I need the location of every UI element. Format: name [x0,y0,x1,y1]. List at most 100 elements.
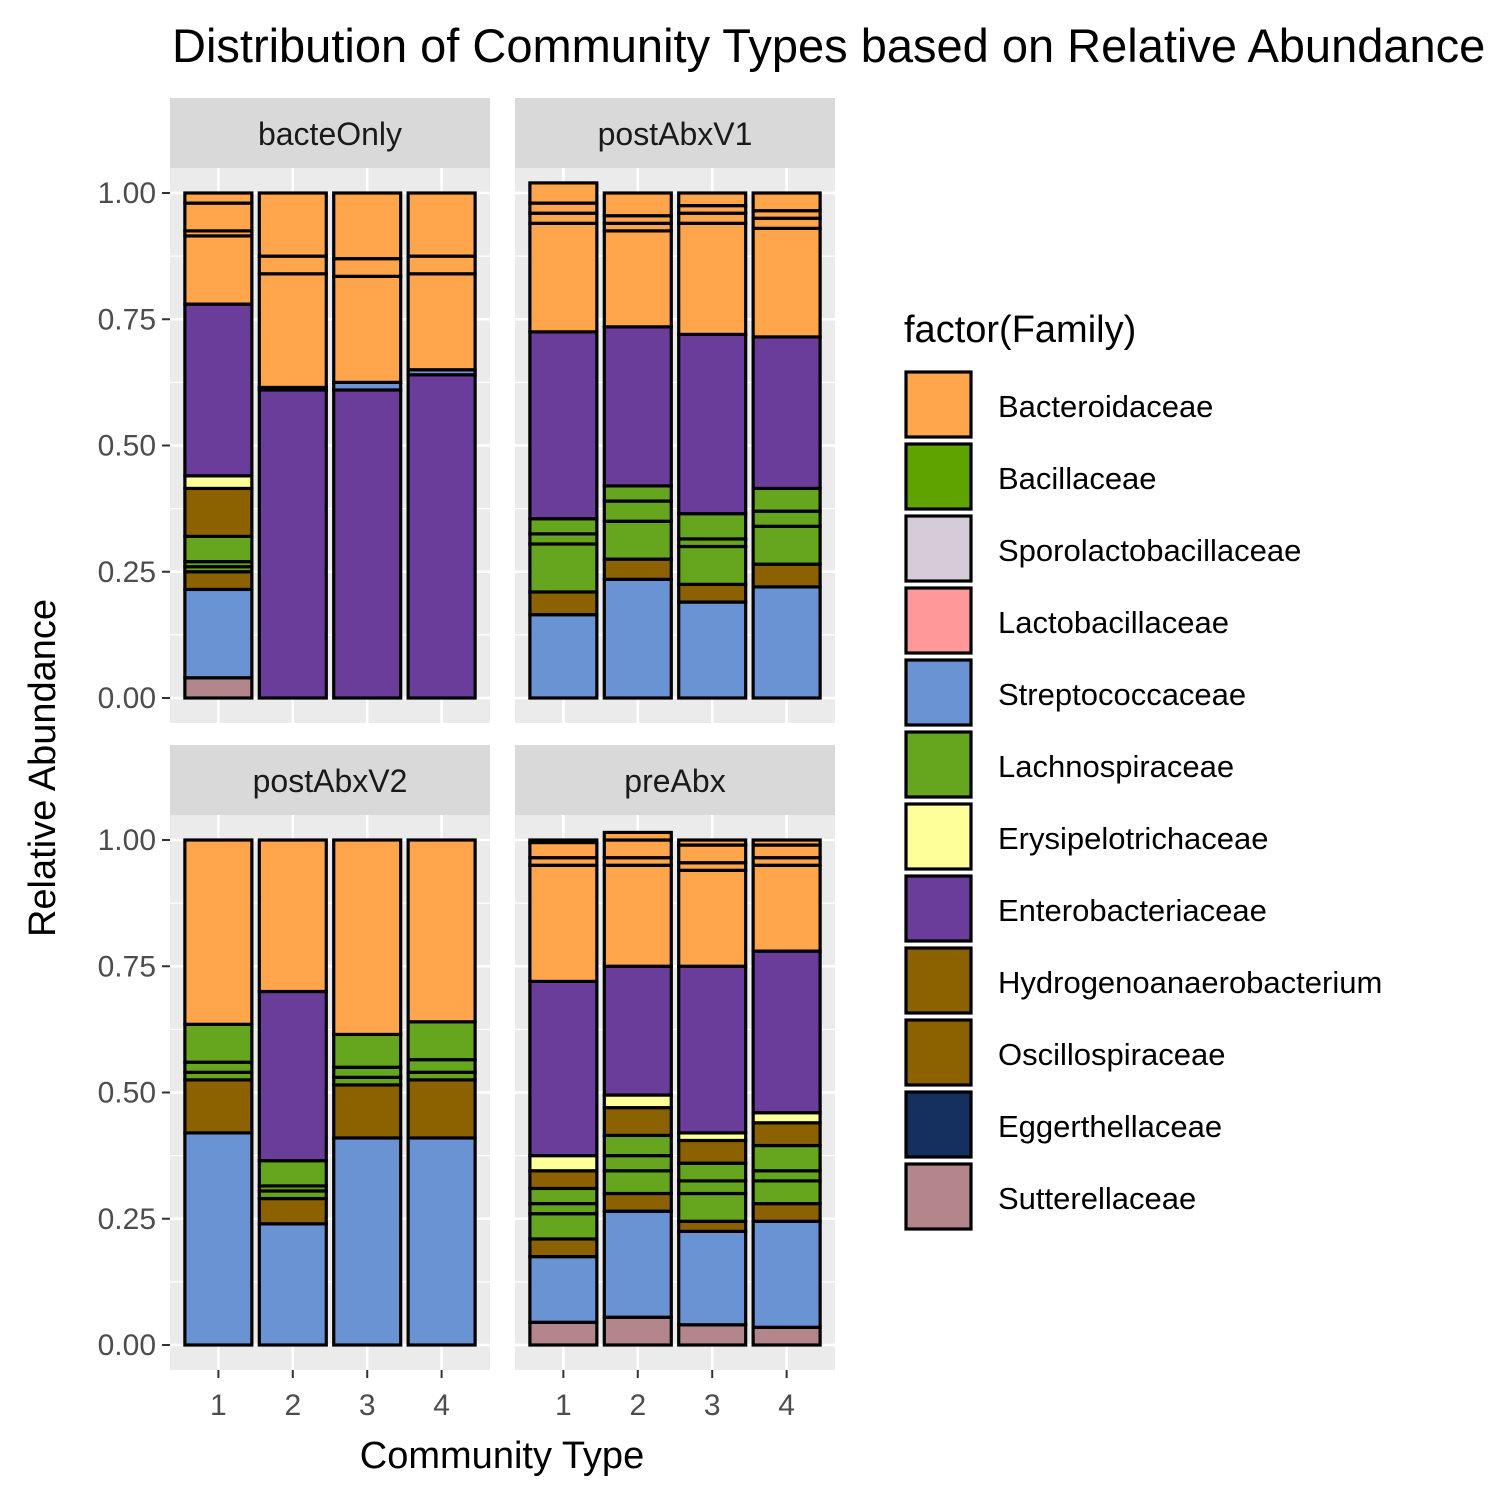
facet-panel-postAbxV1: postAbxV1 [515,98,835,723]
y-tick-label: 0.75 [98,303,156,336]
bar-segment [677,1179,748,1196]
bar-segment [257,388,328,700]
legend-swatch [904,802,973,871]
bar-segment [677,1229,748,1327]
bar-segment [528,330,599,521]
legend-label: Hydrogenoanaerobacterium [998,965,1382,1000]
bar-3 [332,191,403,700]
bar-segment [183,302,254,478]
bar-segment [528,838,599,845]
bar-segment [751,226,822,339]
legend-entry: Bacteroidaceae [904,370,1213,439]
bar-segment [257,191,328,258]
bar-segment [183,570,254,592]
y-tick-label: 0.50 [98,1077,156,1110]
bar-segment [677,1191,748,1223]
bar-segment [751,191,822,213]
bar-segment [528,542,599,594]
legend-entries: Bacteroidaceae Bacillaceae Sporolactobacil… [904,370,1382,1231]
facet-strip [170,98,490,168]
bar-segment [528,1237,599,1259]
bar-segment [677,512,748,541]
bar-4 [751,191,822,700]
bar-segment [528,613,599,700]
facet-strip-label: preAbx [624,763,725,799]
legend-swatch [904,1162,973,1231]
bar-2 [257,838,328,1347]
legend-swatch [904,514,973,583]
bar-segment [677,1138,748,1165]
bar-segment [528,181,599,205]
bar-segment [677,838,748,847]
bar-segment [751,585,822,700]
bar-segment [751,863,822,953]
x-tick-label: 3 [704,1389,721,1422]
bar-segment [677,582,748,604]
bar-segment [257,1159,328,1188]
bar-segment [406,1136,477,1347]
bar-segment [528,863,599,984]
bar-segment [751,486,822,513]
bar-segment [602,484,673,503]
bar-segment [257,989,328,1163]
bar-segment [528,1320,599,1347]
bar-segment [528,1212,599,1241]
bar-segment [332,274,403,384]
bar-segment [677,868,748,968]
legend-entry: Sutterellaceae [904,1162,1196,1231]
y-tick-label: 1.00 [98,824,156,857]
bar-segment [751,1179,822,1206]
bar-segment [677,600,748,700]
bar-1 [183,191,254,700]
legend-entry: Lactobacillaceae [904,586,1229,655]
bar-segment [406,191,477,258]
facet-panel-postAbxV2: postAbxV2 0.00 0.25 0.50 0.75 1.00 1 2 3 4 [98,745,490,1422]
bar-segment [332,1083,403,1140]
bar-segment [677,221,748,337]
bar-segment [602,325,673,488]
bar-2 [602,191,673,700]
bar-segment [677,332,748,516]
bar-segment [406,1020,477,1062]
bar-segment [528,590,599,617]
bar-segment [332,1136,403,1347]
legend-swatch [904,442,973,511]
legend-label: Sporolactobacillaceae [998,533,1301,568]
bar-segment [751,838,822,847]
legend-swatch [904,658,973,727]
chart-title: Distribution of Community Types based on… [172,19,1485,72]
legend-entry: Streptococcaceae [904,658,1246,727]
legend-label: Bacillaceae [998,461,1157,496]
x-tick-label: 1 [555,1389,572,1422]
bar-segment [183,1022,254,1064]
bar-1 [528,838,599,1347]
bar-4 [406,838,477,1347]
bar-3 [332,838,403,1347]
bar-segment [257,838,328,994]
bar-segment [332,838,403,1037]
bar-segment [183,1078,254,1135]
bar-segment [528,517,599,536]
bar-1 [183,838,254,1347]
bar-segment [406,254,477,276]
legend-swatch [904,730,973,799]
legend-entry: Oscillospiraceae [904,1018,1225,1087]
legend-label: Bacteroidaceae [998,389,1213,424]
bar-segment [751,1219,822,1329]
bar-segment [332,257,403,278]
bar-segment [183,234,254,306]
facet-strip-label: postAbxV2 [253,763,408,799]
legend-entry: Enterobacteriaceae [904,874,1267,943]
bar-segment [602,577,673,700]
bar-segment [406,1058,477,1074]
legend-swatch [904,1018,973,1087]
bar-segment [677,1161,748,1183]
bar-segment [602,1106,673,1138]
bar-segment [332,1032,403,1069]
legend-swatch [904,1090,973,1159]
bar-segment [677,843,748,865]
bar-segment [528,1186,599,1206]
bar-3 [677,838,748,1347]
y-tick-label: 0.25 [98,556,156,589]
